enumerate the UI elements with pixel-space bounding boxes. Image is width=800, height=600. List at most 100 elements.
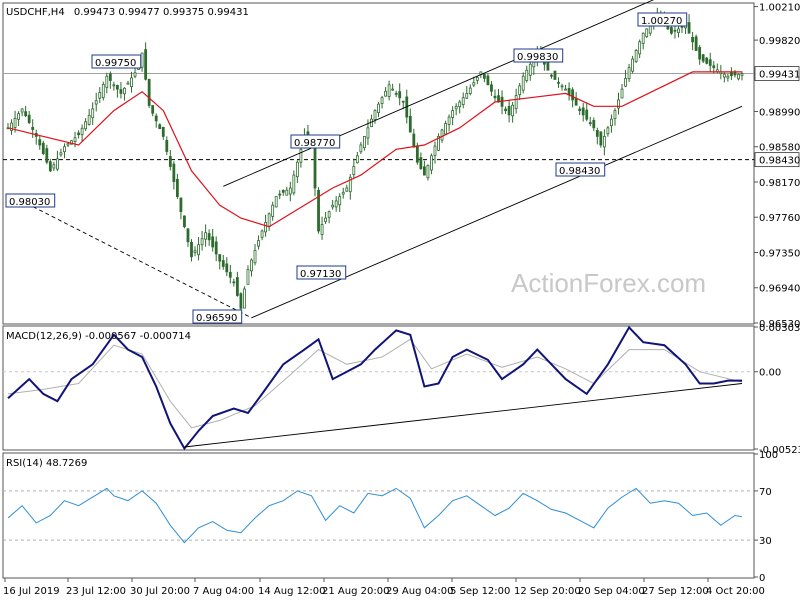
candle-body: [521, 75, 525, 91]
candle-body: [24, 111, 28, 117]
candle-body: [423, 166, 426, 176]
price-axis-label: 0.96940: [759, 284, 800, 295]
candle-body: [207, 233, 211, 241]
candle-body: [490, 84, 493, 92]
candle-body: [606, 127, 610, 135]
price-axis-label: 0.97350: [759, 248, 800, 259]
candle-body: [468, 87, 472, 94]
rsi-layer: [3, 487, 754, 544]
candle-body: [617, 99, 620, 109]
candle-body: [528, 63, 532, 76]
candle-body: [63, 146, 66, 153]
candle-body: [352, 166, 356, 176]
candle-body: [140, 52, 144, 68]
candle-body: [437, 136, 440, 151]
candle-body: [41, 142, 45, 155]
candle-body: [331, 204, 335, 208]
symbol-label: USDCHF,H4: [6, 7, 65, 18]
candle-body: [730, 71, 733, 76]
rsi-axis-label: 100: [759, 450, 778, 461]
candle-body: [363, 136, 366, 149]
candle-body: [108, 73, 112, 81]
candle-body: [585, 109, 589, 120]
axis-layer: 1.00210 0.99820 0.99431 0.98990 0.98580 0.984…: [3, 3, 800, 597]
candle-body: [38, 139, 42, 146]
candle-body: [355, 155, 359, 164]
candle-body: [461, 97, 465, 105]
x-axis-label: 27 Sep 12:00: [642, 586, 709, 597]
channel-upper-line: [223, 0, 655, 187]
price-axis-tag: [754, 66, 800, 81]
candle-body: [161, 126, 165, 137]
candle-body: [13, 117, 17, 128]
candle-body: [486, 75, 490, 86]
candle-body: [475, 76, 479, 81]
candle-body: [98, 92, 102, 99]
candle-body: [260, 230, 264, 238]
candle-body: [415, 145, 419, 163]
candle-body: [133, 72, 137, 77]
candle-body: [84, 121, 88, 130]
macd-axis-label: -0.005236: [759, 445, 800, 456]
candle-body: [126, 82, 130, 85]
candle-body: [112, 84, 116, 87]
candle-body: [204, 232, 208, 240]
candle-body: [387, 84, 391, 97]
candle-body: [190, 241, 193, 258]
candle-body: [588, 122, 592, 124]
candle-body: [553, 70, 557, 80]
x-axis-label: 14 Aug 12:00: [258, 586, 325, 597]
dashed-trend-line: [7, 193, 252, 319]
candle-body: [472, 82, 476, 86]
candle-body: [175, 178, 179, 198]
candle-body: [419, 157, 423, 170]
price-axis-label: 0.96530: [759, 319, 800, 330]
macd-layer: [3, 325, 754, 451]
price-annotation-label: 0.99750: [95, 58, 136, 69]
price-annotation-box: [91, 54, 142, 69]
price-annotation-label: 0.97130: [300, 269, 341, 280]
macd-axis-label: 0.00303: [759, 323, 800, 334]
candle-body: [211, 236, 215, 248]
candle-body: [708, 59, 712, 66]
price-axis-tag: [754, 152, 800, 168]
candle-body: [179, 197, 183, 213]
candle-body: [557, 81, 560, 84]
candle-body: [673, 29, 677, 32]
candle-body: [426, 165, 430, 179]
candle-body: [645, 28, 649, 37]
candle-body: [281, 189, 285, 193]
candle-body: [66, 143, 70, 146]
candle-body: [634, 50, 638, 63]
candle-body: [295, 161, 299, 178]
candle-body: [27, 114, 31, 124]
candle-body: [627, 67, 631, 80]
candle-body: [602, 136, 606, 148]
rsi-panel: [2, 452, 755, 579]
candle-body: [712, 65, 716, 69]
candle-body: [80, 127, 84, 136]
candle-body: [214, 241, 218, 255]
candle-body: [334, 200, 338, 208]
candle-body: [183, 215, 186, 228]
candle-body: [17, 113, 20, 120]
x-axis-label: 12 Sep 20:00: [514, 586, 581, 597]
candle-body: [398, 91, 402, 99]
candle-body: [299, 148, 303, 163]
candle-body: [638, 41, 642, 55]
candle-body: [59, 152, 63, 156]
candle-body: [243, 288, 246, 309]
candle-body: [458, 101, 462, 108]
candle-body: [581, 107, 585, 116]
candle-body: [158, 124, 162, 130]
candle-body: [525, 69, 529, 81]
rsi-panel-title: RSI(14) 48.7269: [6, 458, 87, 469]
candle-body: [94, 100, 98, 105]
rsi-axis-label: 0: [759, 573, 765, 584]
candle-body: [56, 158, 59, 170]
candle-body: [380, 97, 384, 104]
candle-body: [253, 249, 257, 264]
candle-body: [620, 88, 624, 99]
candle-body: [366, 127, 370, 139]
candle-body: [165, 140, 169, 152]
